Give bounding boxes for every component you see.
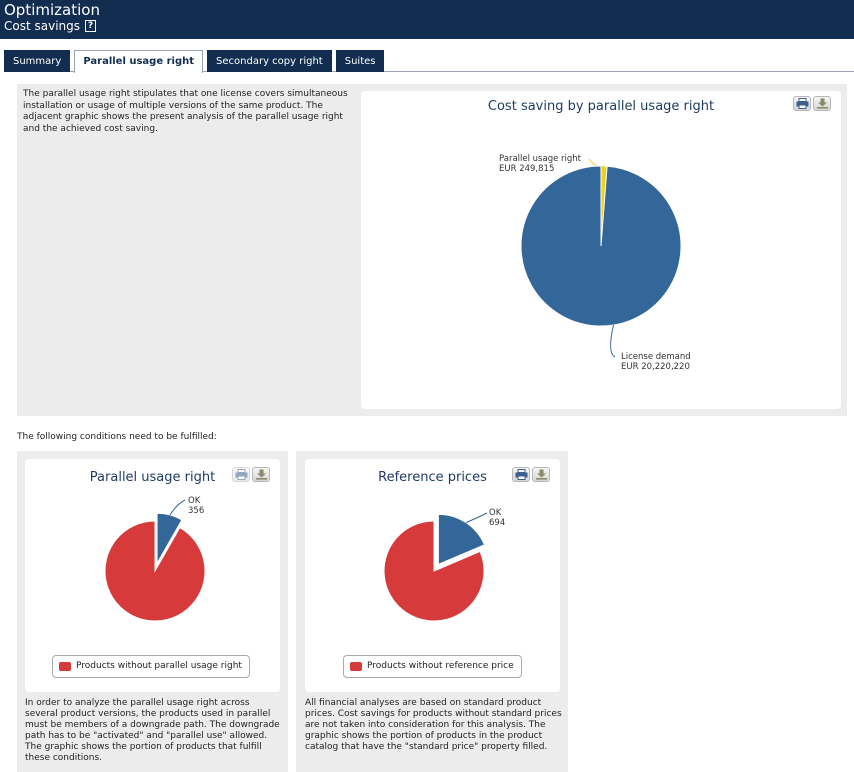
download-button[interactable]	[252, 467, 270, 482]
pie-slice-products-without-reference-price[interactable]	[383, 520, 485, 622]
tab-secondary-copy-right[interactable]: Secondary copy right	[207, 50, 332, 72]
slice-value-label: 356	[188, 506, 204, 516]
download-icon	[536, 469, 547, 480]
subtitle-text: Cost savings	[4, 19, 81, 33]
chart-legend[interactable]: Products without reference price	[343, 655, 522, 678]
download-button[interactable]	[813, 96, 831, 111]
slice-value-label: EUR 20,220,220	[621, 362, 690, 372]
pie-slice-ok[interactable]	[437, 513, 486, 566]
legend-swatch	[350, 662, 362, 671]
print-button[interactable]	[512, 467, 530, 482]
print-icon	[515, 469, 528, 480]
slice-label: Parallel usage right	[499, 154, 582, 164]
help-icon[interactable]: ?	[85, 20, 97, 32]
download-icon	[256, 469, 267, 480]
legend-label: Products without parallel usage right	[76, 661, 242, 671]
pie-slice-ok[interactable]	[156, 512, 183, 566]
pie-slice-license-demand[interactable]	[520, 165, 682, 327]
print-button[interactable]	[793, 96, 811, 111]
tab-bar: Summary Parallel usage right Secondary c…	[4, 50, 854, 73]
conditions-label: The following conditions need to be fulf…	[17, 432, 217, 442]
intro-text: The parallel usage right stipulates that…	[23, 89, 348, 134]
reference-prices-chart-card: Reference prices OK 694 Products without …	[305, 459, 560, 692]
cost-saving-chart-title: Cost saving by parallel usage right	[487, 99, 715, 114]
chart-legend[interactable]: Products without parallel usage right	[52, 655, 250, 678]
page-header: Optimization Cost savings ?	[0, 0, 854, 39]
slice-connector-line	[169, 499, 186, 516]
slice-value-label: 694	[489, 518, 505, 528]
reference-prices-panel: Reference prices OK 694 Products without …	[296, 451, 568, 772]
cost-saving-chart-card: Cost saving by parallel usage right Para…	[361, 91, 841, 409]
slice-label: OK	[489, 508, 502, 518]
slice-label: License demand	[621, 352, 691, 362]
legend-swatch	[59, 662, 71, 671]
pie-slice-products-without-parallel-usage-right[interactable]	[104, 520, 206, 622]
reference-prices-chart-title: Reference prices	[378, 470, 487, 485]
parallel-usage-panel: Parallel usage right OK 356 Products with…	[17, 451, 288, 772]
tab-parallel-usage-right[interactable]: Parallel usage right	[74, 50, 204, 73]
print-button[interactable]	[232, 467, 250, 482]
parallel-usage-chart-title: Parallel usage right	[89, 470, 216, 485]
slice-value-label: EUR 249,815	[499, 164, 554, 174]
print-icon	[235, 469, 248, 480]
slice-connector-line	[465, 512, 488, 524]
tab-summary[interactable]: Summary	[4, 50, 71, 72]
page-title: Optimization	[4, 1, 100, 19]
print-icon	[796, 98, 809, 109]
legend-label: Products without reference price	[367, 661, 514, 671]
cost-saving-panel: The parallel usage right stipulates that…	[17, 84, 847, 416]
reference-prices-description: All financial analyses are based on stan…	[305, 698, 562, 752]
slice-label: OK	[188, 496, 201, 506]
download-icon	[817, 98, 828, 109]
parallel-usage-description: In order to analyze the parallel usage r…	[25, 698, 280, 763]
page-subtitle: Cost savings ?	[4, 19, 850, 33]
tab-suites[interactable]: Suites	[335, 50, 385, 72]
parallel-usage-chart-card: Parallel usage right OK 356 Products with…	[25, 459, 280, 692]
slice-connector-line	[610, 324, 616, 358]
download-button[interactable]	[532, 467, 550, 482]
